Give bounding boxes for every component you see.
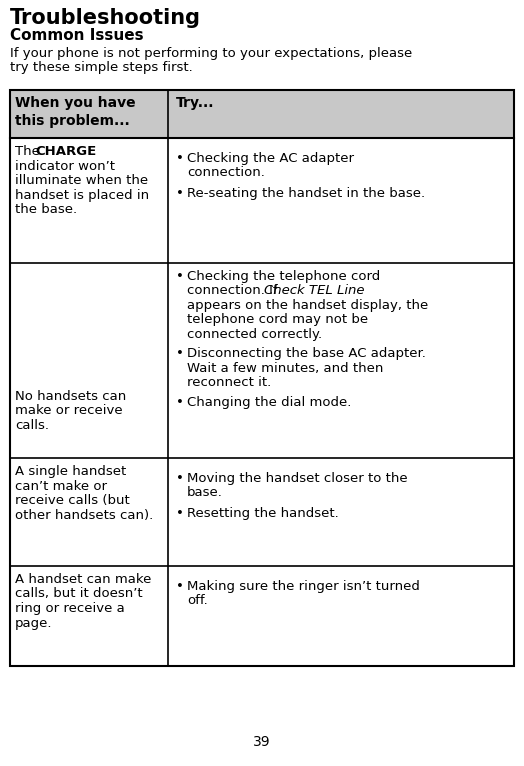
Text: •: • (176, 472, 184, 485)
Bar (10, 90, 514, 666)
Text: calls, but it doesn’t: calls, but it doesn’t (15, 588, 143, 601)
Text: A handset can make: A handset can make (15, 573, 151, 586)
Text: A single handset: A single handset (15, 465, 126, 478)
Text: CHARGE: CHARGE (35, 145, 96, 158)
Text: try these simple steps first.: try these simple steps first. (10, 61, 193, 74)
Text: connection. If: connection. If (187, 284, 282, 297)
Text: •: • (176, 187, 184, 200)
Text: base.: base. (187, 486, 223, 499)
Text: Checking the telephone cord: Checking the telephone cord (187, 270, 380, 283)
Text: appears on the handset display, the: appears on the handset display, the (187, 299, 428, 312)
Text: Moving the handset closer to the: Moving the handset closer to the (187, 472, 408, 485)
Text: other handsets can).: other handsets can). (15, 509, 153, 522)
Text: receive calls (but: receive calls (but (15, 494, 130, 507)
Text: 39: 39 (253, 735, 271, 749)
Text: •: • (176, 152, 184, 165)
Text: Check TEL Line: Check TEL Line (264, 284, 365, 297)
Text: Disconnecting the base AC adapter.: Disconnecting the base AC adapter. (187, 348, 426, 361)
Text: handset is placed in: handset is placed in (15, 188, 149, 201)
Text: Making sure the ringer isn’t turned: Making sure the ringer isn’t turned (187, 580, 420, 593)
Text: indicator won’t: indicator won’t (15, 159, 115, 172)
Text: •: • (176, 507, 184, 520)
Text: When you have
this problem...: When you have this problem... (15, 96, 136, 129)
Text: Common Issues: Common Issues (10, 28, 144, 43)
Text: can’t make or: can’t make or (15, 480, 107, 493)
Bar (10, 90, 514, 138)
Text: •: • (176, 348, 184, 361)
Text: Re-seating the handset in the base.: Re-seating the handset in the base. (187, 187, 425, 200)
Text: If your phone is not performing to your expectations, please: If your phone is not performing to your … (10, 47, 412, 60)
Text: page.: page. (15, 617, 52, 630)
Text: connected correctly.: connected correctly. (187, 328, 322, 341)
Text: make or receive: make or receive (15, 404, 123, 417)
Text: ring or receive a: ring or receive a (15, 602, 125, 615)
Text: reconnect it.: reconnect it. (187, 377, 271, 389)
Text: Checking the AC adapter: Checking the AC adapter (187, 152, 354, 165)
Text: •: • (176, 396, 184, 409)
Text: connection.: connection. (187, 166, 265, 179)
Text: Changing the dial mode.: Changing the dial mode. (187, 396, 352, 409)
Text: Try...: Try... (176, 96, 214, 110)
Text: telephone cord may not be: telephone cord may not be (187, 313, 368, 326)
Text: Wait a few minutes, and then: Wait a few minutes, and then (187, 362, 384, 375)
Text: Resetting the handset.: Resetting the handset. (187, 507, 339, 520)
Text: Troubleshooting: Troubleshooting (10, 8, 201, 28)
Text: off.: off. (187, 594, 208, 607)
Text: illuminate when the: illuminate when the (15, 174, 148, 187)
Text: •: • (176, 580, 184, 593)
Text: No handsets can: No handsets can (15, 390, 126, 403)
Text: the base.: the base. (15, 203, 77, 216)
Text: The: The (15, 145, 44, 158)
Text: calls.: calls. (15, 419, 49, 432)
Text: •: • (176, 270, 184, 283)
